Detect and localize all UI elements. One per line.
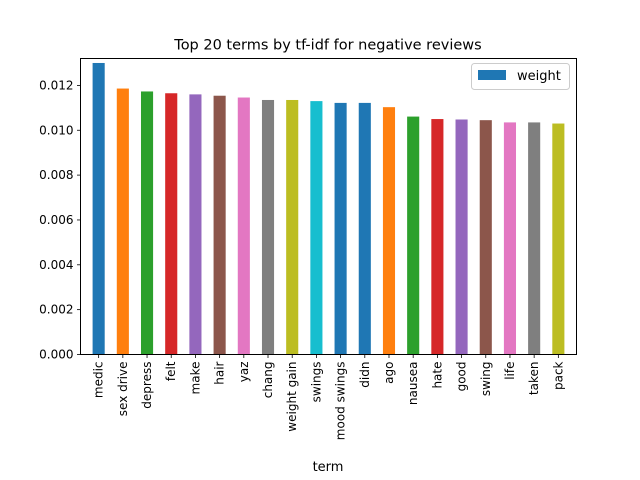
y-tick-label: 0.004 (39, 258, 73, 272)
bar-swings (310, 101, 323, 355)
bar-yaz (237, 97, 250, 355)
bar-pack (552, 123, 565, 355)
x-axis: medic sex drive depress felt make hair yaz chan… (92, 354, 565, 441)
y-tick-label: 0.012 (39, 78, 73, 92)
bar-good (455, 119, 468, 355)
x-tick-label: life (503, 362, 517, 380)
x-tick-label: good (455, 362, 469, 392)
chart-title: Top 20 terms by tf-idf for negative revi… (173, 38, 481, 54)
bar-didn (358, 102, 371, 355)
x-tick-label: weight gain (285, 362, 299, 432)
bar-chang (261, 99, 275, 355)
bar-life (503, 122, 517, 355)
bars-group (92, 62, 565, 355)
x-axis-label: term (313, 460, 344, 475)
y-tick-label: 0.006 (39, 213, 73, 227)
x-tick-label: hate (430, 362, 444, 389)
x-tick-label: taken (527, 362, 541, 396)
x-tick-label: nausea (406, 362, 420, 406)
x-tick-label: pack (551, 361, 565, 390)
x-tick-label: chang (261, 362, 275, 399)
bar-mood-swings (334, 102, 347, 355)
bar-sex-drive (116, 88, 129, 355)
bar-weight-gain (286, 99, 299, 355)
y-axis: 0.000 0.002 0.004 0.006 0.008 0.010 0.012 (39, 78, 81, 362)
y-tick-label: 0.000 (39, 348, 73, 362)
plot-frame (80, 58, 577, 355)
bar-make (189, 94, 202, 355)
bar-hair (213, 95, 226, 355)
bar-ago (382, 107, 396, 355)
x-tick-label: depress (140, 362, 154, 409)
x-tick-label: swings (309, 362, 323, 403)
x-tick-label: medic (92, 362, 106, 399)
bar-medic (92, 62, 105, 355)
legend: weight (471, 63, 570, 90)
bar-swing (479, 120, 492, 355)
bar-taken (528, 122, 541, 355)
bar-hate (431, 119, 444, 355)
x-tick-label: mood swings (334, 362, 348, 441)
x-tick-label: yaz (237, 362, 251, 383)
x-tick-label: make (188, 362, 202, 395)
x-tick-label: hair (213, 361, 227, 384)
x-tick-label: ago (382, 362, 396, 384)
x-tick-label: sex drive (116, 362, 130, 417)
y-tick-label: 0.002 (39, 303, 73, 317)
bar-nausea (407, 116, 420, 355)
y-tick-label: 0.010 (39, 123, 73, 137)
bar-depress (140, 91, 154, 355)
bar-felt (165, 93, 178, 355)
legend-label: weight (517, 69, 561, 84)
x-tick-label: felt (164, 361, 178, 381)
x-tick-label: didn (358, 362, 372, 388)
legend-swatch (478, 70, 506, 80)
y-tick-label: 0.008 (39, 168, 73, 182)
x-tick-label: swing (479, 362, 493, 397)
